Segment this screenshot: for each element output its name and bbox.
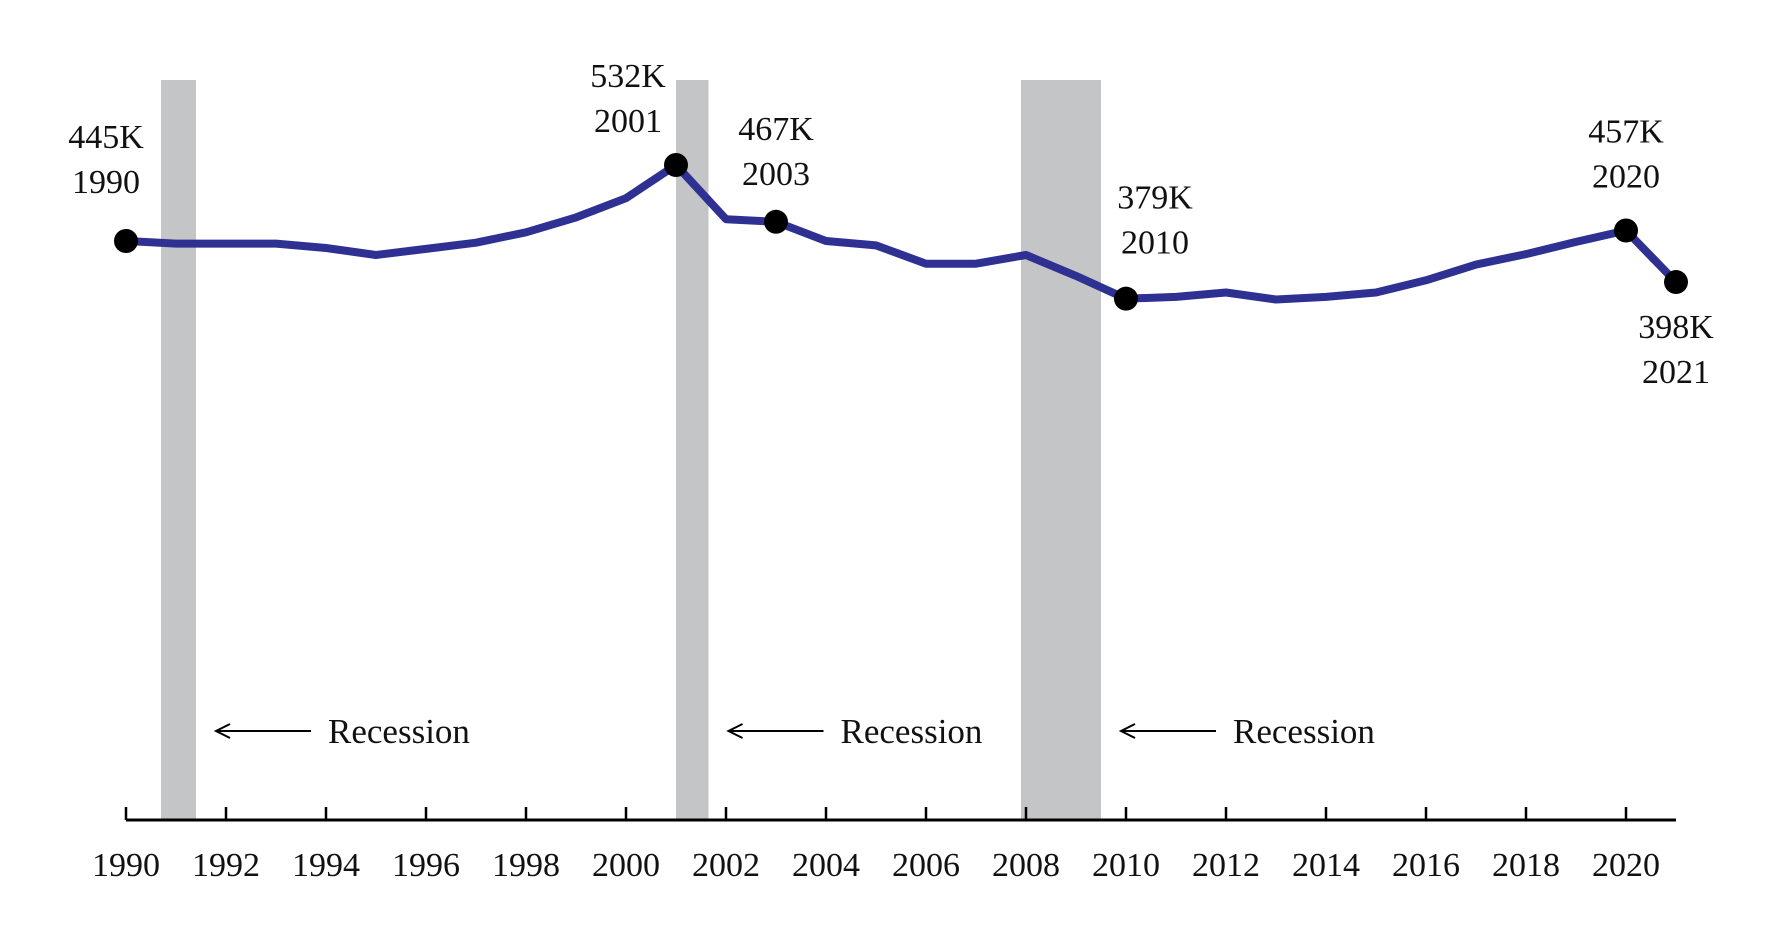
x-tick-label: 2020 [1592,847,1660,884]
x-tick-label: 2008 [992,847,1060,884]
x-tick-label: 2014 [1292,847,1360,884]
x-tick-label: 2010 [1092,847,1160,884]
x-tick-label: 2006 [892,847,960,884]
arrow-left-icon [726,723,743,739]
x-tick-label: 1994 [292,847,360,884]
data-point-2020 [1614,218,1638,243]
x-tick-label: 2004 [792,847,860,884]
point-value-label: 532K [590,58,666,95]
recession-band-3 [1021,80,1101,820]
data-point-2003 [764,209,788,234]
point-value-label: 445K [68,119,144,156]
x-tick-label: 2000 [592,847,660,884]
x-axis: 1990 1992 1994 1996 1998 2000 2002 2004 2006 2008… [92,807,1676,884]
point-year-label: 2020 [1592,159,1660,196]
point-year-label: 2010 [1121,225,1189,262]
point-value-label: 467K [738,111,814,148]
x-tick-label: 2016 [1392,847,1460,884]
arrow-left-icon [1118,723,1136,739]
recession-label: Recession [841,712,983,751]
recession-band-1 [161,80,196,820]
point-year-label: 1990 [72,164,140,201]
recession-label: Recession [1233,712,1375,751]
data-point-2010 [1114,286,1138,311]
highlight-points: 445K 1990 532K 2001 467K 2003 379K 2010 457K 2020… [68,58,1714,391]
point-value-label: 379K [1117,180,1193,217]
series-line-group [122,161,1680,304]
point-year-label: 2001 [594,103,662,140]
x-tick-label: 2002 [692,847,760,884]
point-year-label: 2021 [1642,354,1710,391]
x-tick-label: 2012 [1192,847,1260,884]
point-value-label: 457K [1588,114,1664,151]
recession-labels: Recession Recession Recession [213,712,1375,751]
recession-bands [161,80,1101,820]
point-year-label: 2003 [742,156,810,193]
x-tick-label: 1990 [92,847,160,884]
x-tick-label: 2018 [1492,847,1560,884]
x-tick-label: 1992 [192,847,260,884]
x-tick-label: 1998 [492,847,560,884]
recession-label: Recession [328,712,470,751]
data-point-1990 [114,229,138,253]
recession-band-2 [676,80,709,820]
point-value-label: 398K [1638,309,1714,346]
x-tick-label: 1996 [392,847,460,884]
arrow-left-icon [213,723,231,739]
data-point-2021 [1664,270,1688,295]
data-point-2001 [664,152,688,177]
series-line [122,161,1680,304]
